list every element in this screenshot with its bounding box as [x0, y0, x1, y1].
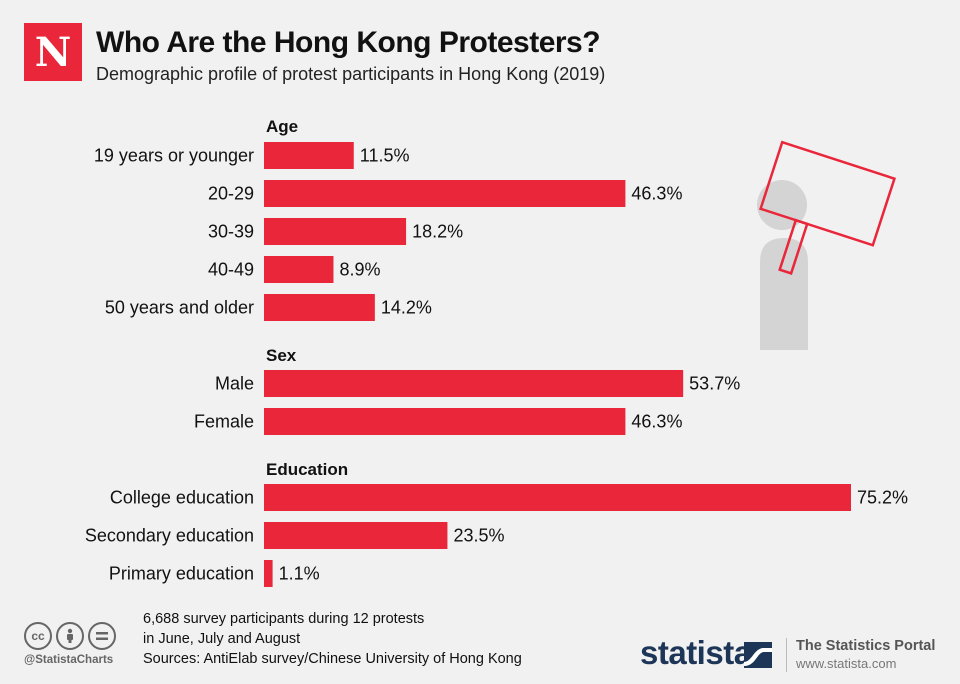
bar-30-39 — [264, 218, 407, 245]
category-label-secondary-education: Secondary education — [85, 526, 254, 546]
statistics-portal-label: The Statistics Portal — [796, 638, 936, 654]
category-label-primary-education: Primary education — [109, 564, 254, 584]
cc-icon: cc — [24, 622, 52, 650]
protest-sign — [759, 140, 897, 275]
value-label-30-39: 18.2% — [412, 222, 463, 242]
value-label-40-49: 8.9% — [339, 260, 380, 280]
category-label-19-years-or-younger: 19 years or younger — [94, 146, 254, 166]
value-label-50-years-and-older: 14.2% — [381, 298, 432, 318]
nd-icon — [88, 622, 116, 650]
bar-40-49 — [264, 256, 334, 283]
value-label-female: 46.3% — [631, 412, 682, 432]
category-label-female: Female — [194, 412, 254, 432]
category-label-40-49: 40-49 — [208, 260, 254, 280]
value-label-secondary-education: 23.5% — [453, 526, 504, 546]
bar-secondary-education — [264, 522, 448, 549]
group-header-age: Age — [266, 117, 298, 136]
category-label-30-39: 30-39 — [208, 222, 254, 242]
statista-handle: @StatistaCharts — [24, 654, 114, 666]
value-label-19-years-or-younger: 11.5% — [360, 146, 410, 166]
bar-female — [264, 408, 626, 435]
protester-head — [757, 180, 807, 230]
statista-logo-icon — [744, 642, 772, 668]
category-label-50-years-and-older: 50 years and older — [105, 298, 254, 318]
bar-college-education — [264, 484, 851, 511]
chart-title: Who Are the Hong Kong Protesters? — [96, 26, 601, 59]
footer-divider — [786, 638, 787, 672]
statista-website: www.statista.com — [796, 656, 897, 671]
newsweek-logo: N — [24, 23, 82, 81]
chart-footnote: 6,688 survey participants during 12 prot… — [143, 609, 522, 669]
group-header-education: Education — [266, 460, 348, 479]
category-label-male: Male — [215, 374, 254, 394]
statista-wordmark: statista — [640, 634, 752, 671]
value-label-primary-education: 1.1% — [279, 564, 320, 584]
category-label-20-29: 20-29 — [208, 184, 254, 204]
bar-male — [264, 370, 684, 397]
category-label-college-education: College education — [110, 488, 254, 508]
bar-50-years-and-older — [264, 294, 375, 321]
license-icons: cc — [24, 622, 116, 650]
protester-body — [760, 238, 808, 350]
value-label-20-29: 46.3% — [631, 184, 682, 204]
value-label-male: 53.7% — [689, 374, 740, 394]
group-header-sex: Sex — [266, 346, 297, 365]
footnote-line-1: 6,688 survey participants during 12 prot… — [143, 611, 425, 627]
logo-letter: N — [34, 28, 72, 76]
value-label-college-education: 75.2% — [857, 488, 908, 508]
bar-20-29 — [264, 180, 626, 207]
footnote-line-2: in June, July and August — [143, 631, 301, 647]
by-icon — [56, 622, 84, 650]
chart-subtitle: Demographic profile of protest participa… — [96, 64, 606, 84]
bar-19-years-or-younger — [264, 142, 354, 169]
protester-illustration — [757, 140, 897, 350]
bar-primary-education — [264, 560, 273, 587]
sources-line: Sources: AntiElab survey/Chinese Univers… — [143, 651, 522, 667]
